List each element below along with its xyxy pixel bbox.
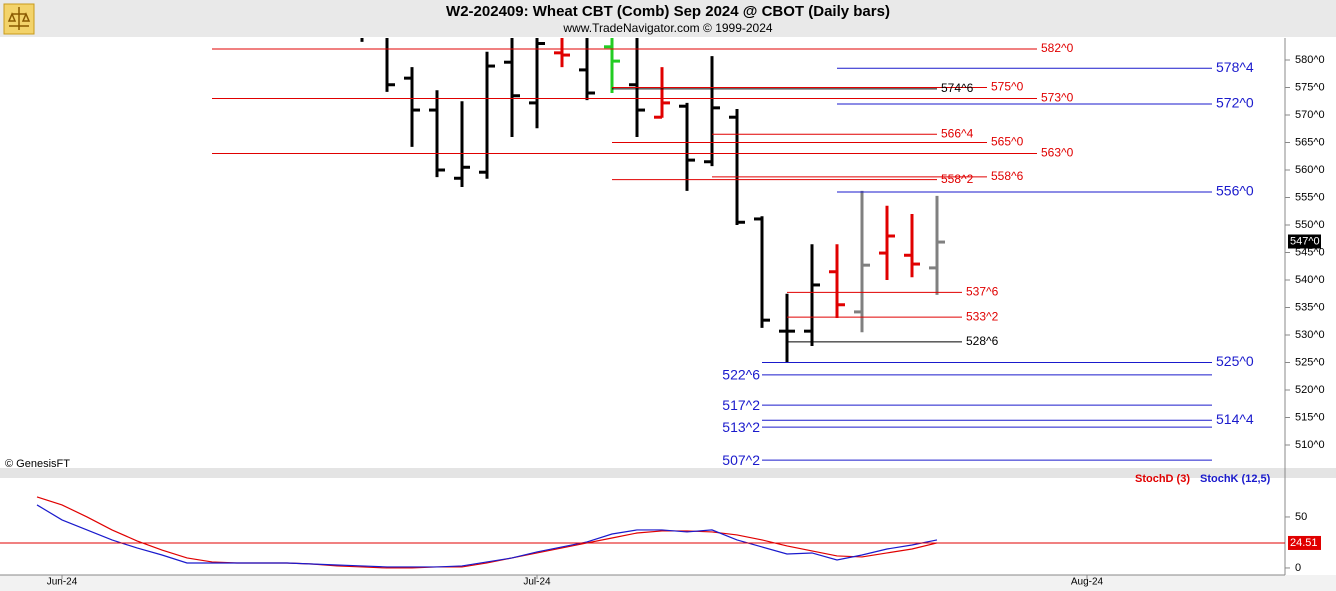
level-label: 574^6 bbox=[941, 81, 974, 95]
y-tick-label: 545^0 bbox=[1295, 246, 1325, 258]
level-label: 507^2 bbox=[722, 452, 760, 468]
y-tick-label: 50 bbox=[1295, 511, 1307, 523]
current-stoch-box bbox=[1288, 535, 1321, 550]
level-label: 558^6 bbox=[991, 169, 1024, 183]
level-label: 528^6 bbox=[966, 334, 999, 348]
y-tick-label: 510^0 bbox=[1295, 439, 1325, 451]
y-tick-label: 515^0 bbox=[1295, 411, 1325, 423]
level-label: 533^2 bbox=[966, 309, 999, 323]
y-tick-label: 565^0 bbox=[1295, 136, 1325, 148]
level-label: 563^0 bbox=[1041, 146, 1074, 160]
legend-entry: StochD (3) bbox=[1135, 473, 1190, 485]
stoch-line bbox=[36, 504, 938, 568]
last-price-box bbox=[1288, 234, 1321, 249]
y-tick-label: 535^0 bbox=[1295, 301, 1325, 313]
level-label: 566^4 bbox=[941, 126, 974, 140]
chart-subtitle: www.TradeNavigator.com © 1999-2024 bbox=[562, 21, 772, 35]
y-tick-label: 530^0 bbox=[1295, 329, 1325, 341]
level-label: 556^0 bbox=[1216, 183, 1254, 199]
y-tick-label: 520^0 bbox=[1295, 384, 1325, 396]
header bbox=[0, 0, 1336, 37]
x-axis-band bbox=[0, 575, 1336, 591]
level-label: 514^4 bbox=[1216, 411, 1254, 427]
y-tick-label: 540^0 bbox=[1295, 274, 1325, 286]
level-label: 582^0 bbox=[1041, 41, 1074, 55]
x-tick-label: Jul-24 bbox=[523, 577, 551, 588]
level-label: 517^2 bbox=[722, 397, 760, 413]
current-stoch-label: 24.51 bbox=[1290, 537, 1318, 549]
level-label: 565^0 bbox=[991, 135, 1024, 149]
y-tick-label: 580^0 bbox=[1295, 54, 1325, 66]
y-tick-label: 550^0 bbox=[1295, 219, 1325, 231]
level-label: 573^0 bbox=[1041, 91, 1074, 105]
level-label: 578^4 bbox=[1216, 59, 1254, 75]
legend-entry: StochK (12,5) bbox=[1200, 473, 1271, 485]
y-tick-label: 575^0 bbox=[1295, 81, 1325, 93]
level-label: 513^2 bbox=[722, 419, 760, 435]
level-label: 558^2 bbox=[941, 172, 974, 186]
y-tick-label: 555^0 bbox=[1295, 191, 1325, 203]
level-label: 525^0 bbox=[1216, 353, 1254, 369]
last-price-label: 547^0 bbox=[1290, 235, 1320, 247]
x-tick-label: Aug-24 bbox=[1071, 577, 1104, 588]
chart-title: W2-202409: Wheat CBT (Comb) Sep 2024 @ C… bbox=[446, 3, 890, 20]
level-label: 572^0 bbox=[1216, 95, 1254, 111]
price-panel bbox=[360, 38, 945, 362]
level-label: 537^6 bbox=[966, 285, 999, 299]
x-tick-label: Jun-24 bbox=[47, 577, 78, 588]
panel-separator bbox=[0, 468, 1336, 478]
level-label: 522^6 bbox=[722, 367, 760, 383]
y-tick-label: 525^0 bbox=[1295, 356, 1325, 368]
source-credit: © GenesisFT bbox=[5, 458, 70, 470]
stoch-line bbox=[36, 496, 938, 569]
level-label: 575^0 bbox=[991, 80, 1024, 94]
y-tick-label: 560^0 bbox=[1295, 164, 1325, 176]
logo bbox=[3, 3, 35, 35]
y-tick-label: 0 bbox=[1295, 562, 1301, 574]
y-tick-label: 570^0 bbox=[1295, 109, 1325, 121]
